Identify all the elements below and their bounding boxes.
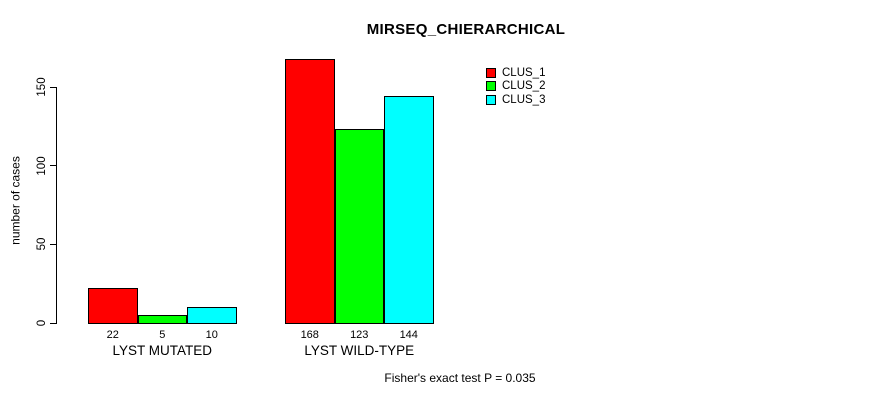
x-group-label: LYST WILD-TYPE	[304, 343, 415, 358]
legend-label: CLUS_1	[502, 66, 546, 79]
y-tick	[50, 243, 57, 245]
bar-value-label: 22	[106, 329, 119, 341]
y-tick-label: 0	[36, 319, 48, 327]
bar-value-label: 144	[399, 329, 418, 341]
legend-swatch	[486, 67, 496, 78]
y-tick	[50, 322, 57, 324]
bar-value-label: 168	[300, 329, 319, 341]
legend-item: CLUS_2	[486, 80, 545, 94]
bar	[334, 129, 384, 324]
legend-label: CLUS_3	[502, 93, 546, 106]
bar	[137, 315, 187, 324]
bar-value-label: 10	[205, 329, 218, 341]
y-tick-label: 100	[36, 156, 48, 176]
y-axis-line	[56, 87, 57, 324]
legend-swatch	[486, 81, 496, 92]
y-tick-label: 50	[36, 237, 48, 251]
legend-item: CLUS_1	[486, 66, 545, 80]
bar-value-label: 5	[159, 329, 166, 341]
bar	[285, 58, 335, 324]
bar	[384, 96, 434, 324]
chart-title: MIRSEQ_CHIERARCHICAL	[366, 21, 566, 38]
bar	[187, 307, 237, 324]
y-tick	[50, 86, 57, 88]
x-group-label: LYST MUTATED	[112, 343, 212, 358]
bar	[88, 288, 138, 324]
legend-item: CLUS_3	[486, 93, 545, 107]
legend-label: CLUS_2	[502, 80, 546, 93]
bar-value-label: 123	[350, 329, 369, 341]
y-tick-label: 150	[36, 77, 48, 97]
legend: CLUS_1 CLUS_2 CLUS_3	[486, 66, 545, 107]
footer-note: Fisher's exact test P = 0.035	[384, 371, 536, 385]
y-tick	[50, 165, 57, 167]
legend-swatch	[486, 94, 496, 105]
